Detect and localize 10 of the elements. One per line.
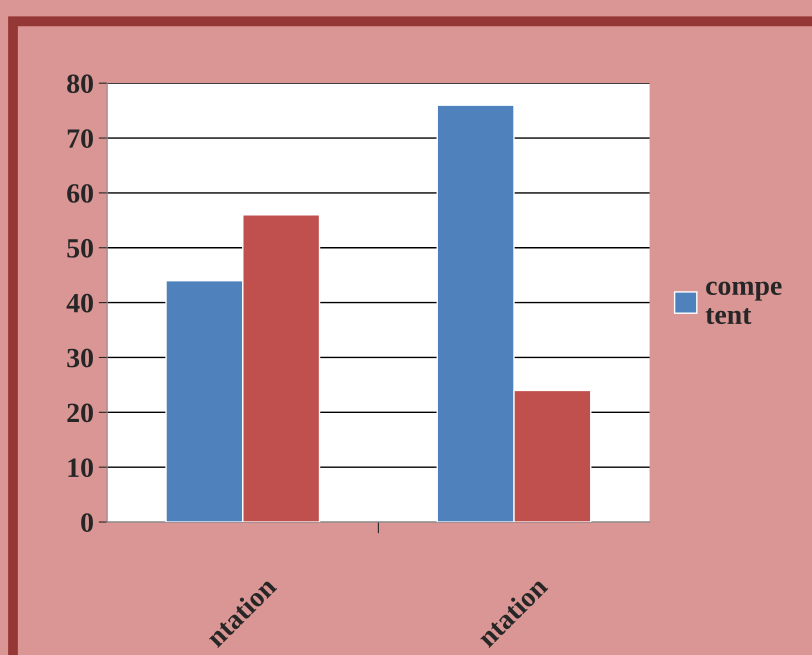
y-tick-label: 10 xyxy=(68,458,93,478)
y-tick-label: 0 xyxy=(81,513,93,532)
y-tick-label: 50 xyxy=(67,238,93,258)
y-tick-label: 20 xyxy=(67,403,93,422)
y-tick-label: 80 xyxy=(67,74,93,94)
y-tick-label: 40 xyxy=(66,294,93,313)
legend-label: compe tent xyxy=(706,282,782,324)
y-tick-label: 60 xyxy=(67,184,93,203)
y-tick-label: 70 xyxy=(68,129,93,148)
y-tick-label: 30 xyxy=(67,348,93,368)
